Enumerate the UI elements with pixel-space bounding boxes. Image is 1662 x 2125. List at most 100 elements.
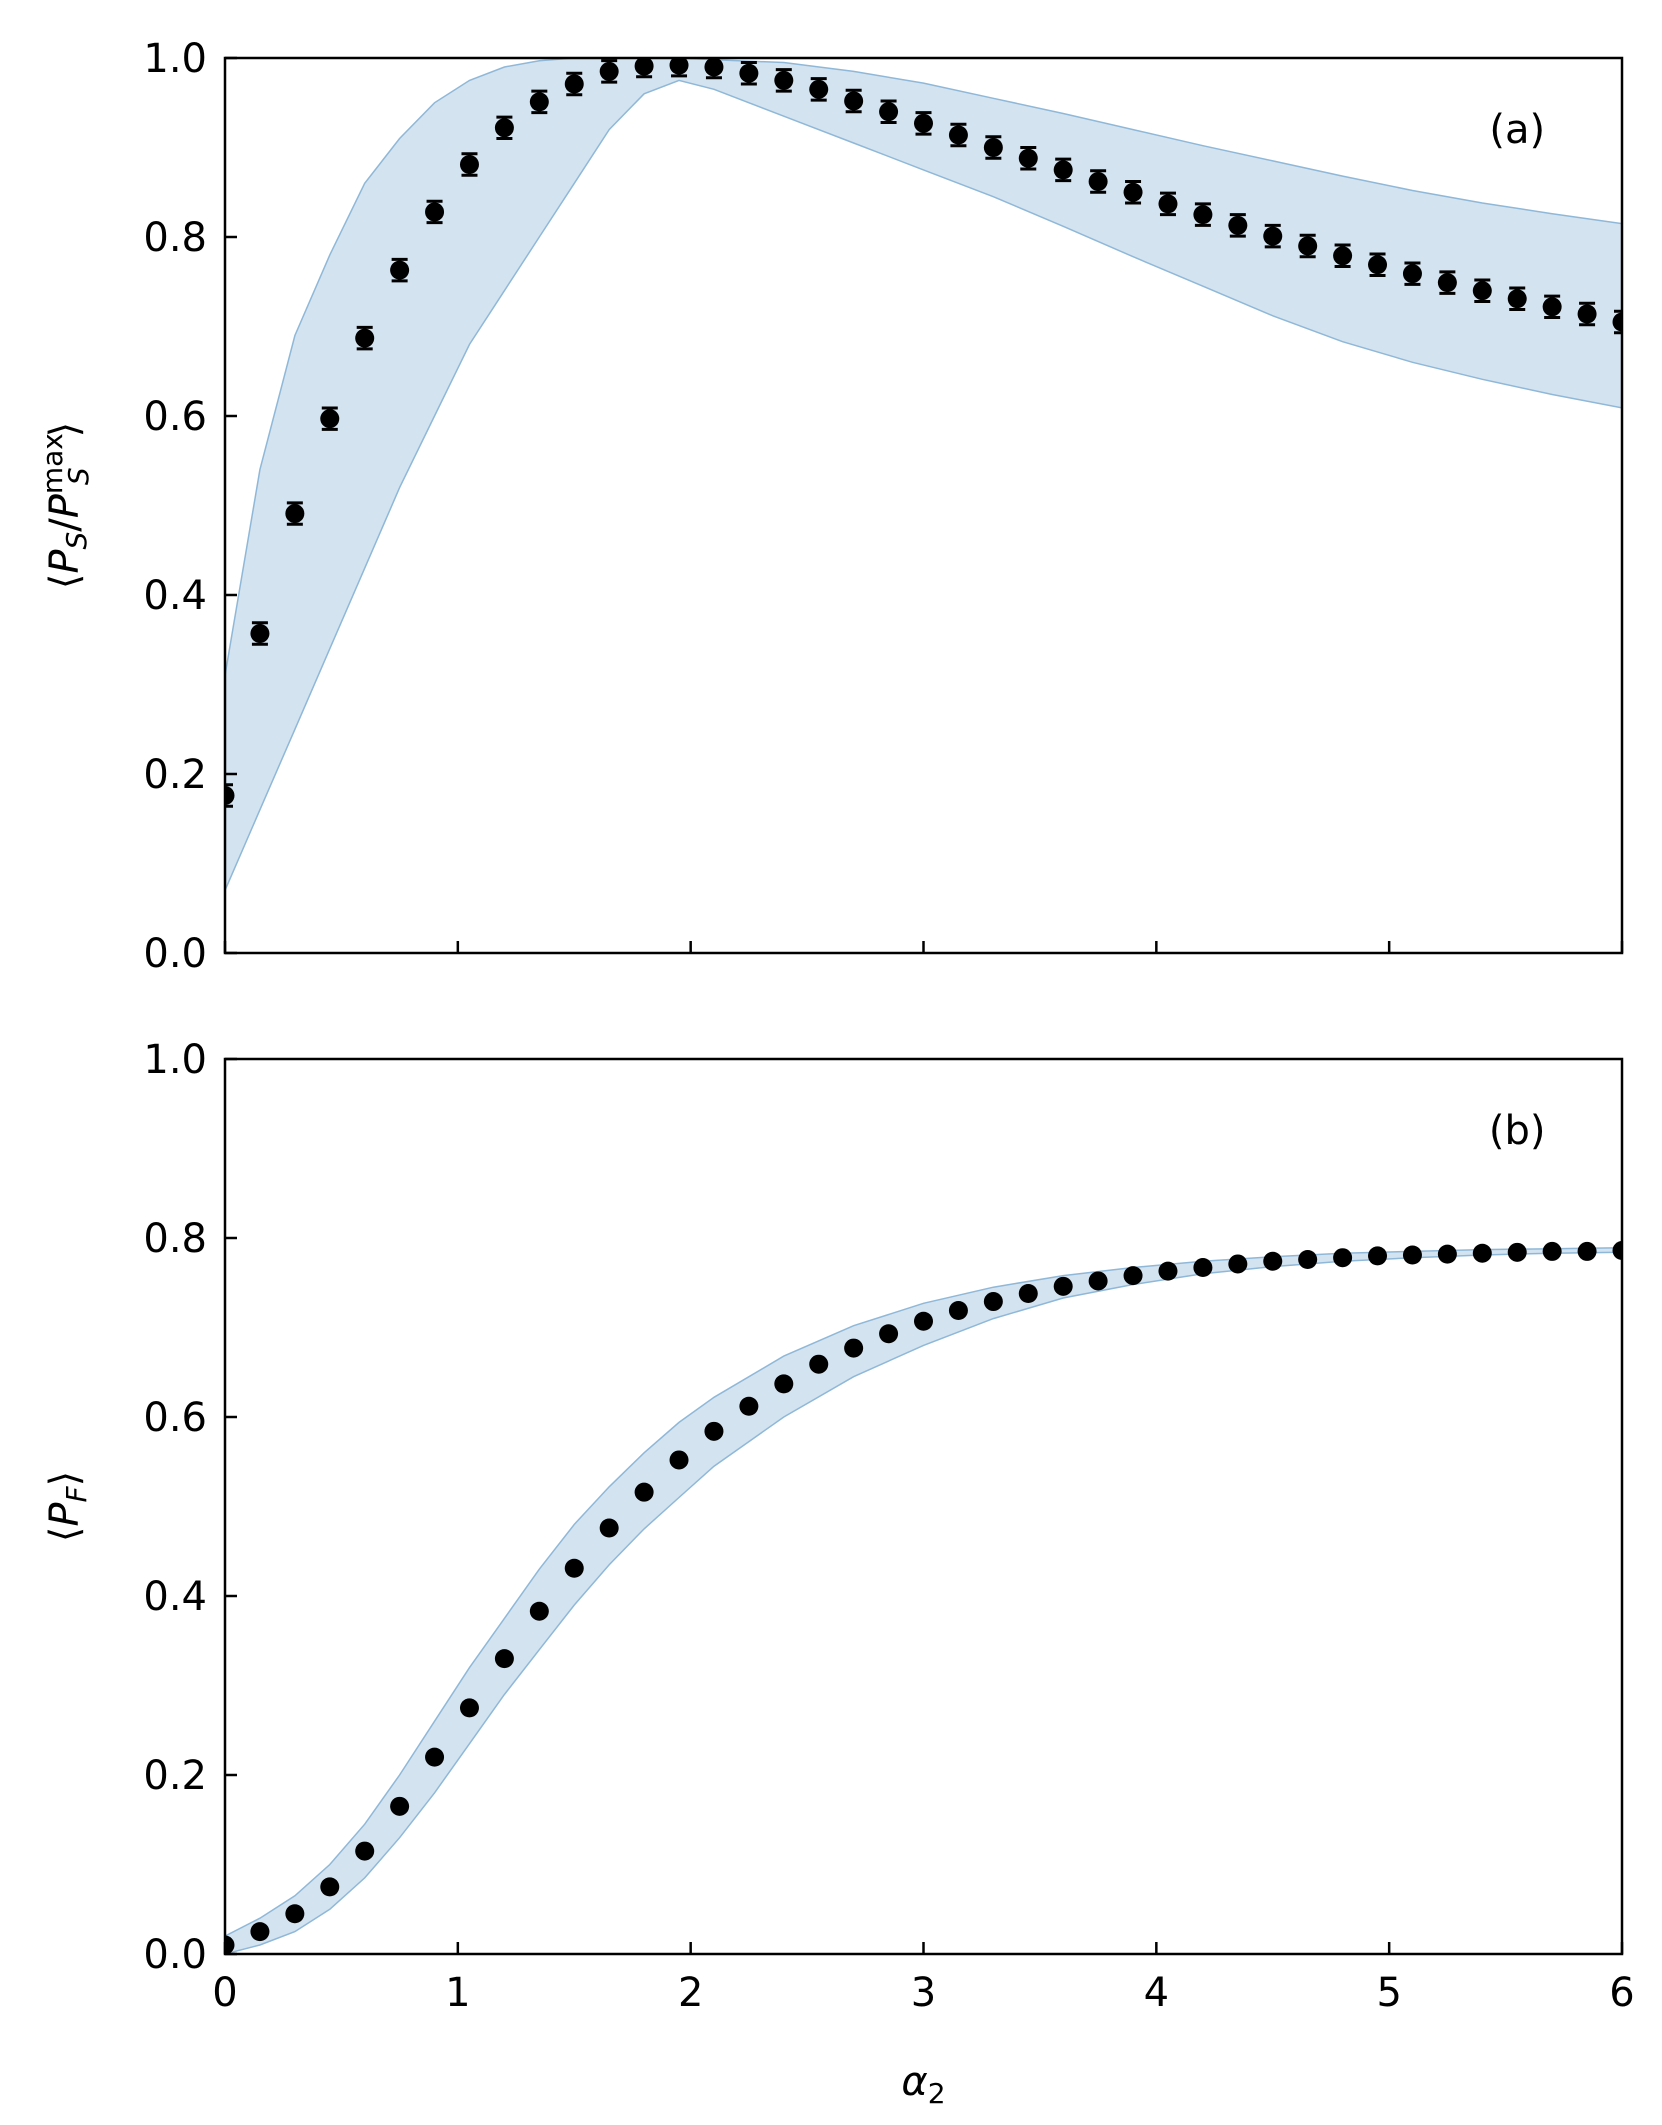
data-point [1368,255,1388,275]
y-tick-label: 0.4 [143,1574,207,1620]
error-bar [1614,309,1622,335]
data-point [1193,1258,1213,1278]
panel-a-ylabel: ⟨PS/PmaxS⟩ [36,422,95,590]
data-point [1577,1241,1597,1261]
data-point [1053,1276,1073,1296]
data-point [599,1518,619,1538]
data-point [320,409,340,429]
x-tick-label: 2 [678,1970,703,2016]
y-tick-label: 0.8 [143,1216,207,1262]
data-point [1088,172,1108,192]
data-point [1123,182,1143,202]
y-tick-label: 0.2 [143,1753,207,1799]
data-point [879,102,899,122]
data-point [250,1922,270,1942]
data-point [1158,1261,1178,1281]
data-point [564,1558,584,1578]
data-point [320,1877,340,1897]
y-tick-label: 0.6 [143,394,207,440]
uncertainty-band [225,1247,1622,1954]
data-point [739,63,759,83]
data-point [983,1292,1003,1312]
data-point [390,1796,410,1816]
data-point [1158,194,1178,214]
data-point [914,1311,933,1331]
y-tick-label: 1.0 [143,36,207,82]
data-point [634,1482,654,1502]
error-bar [225,783,233,808]
x-tick-label: 4 [1144,1970,1169,2016]
data-point [250,623,270,643]
data-point [529,92,549,112]
data-point [1298,1249,1318,1269]
data-point [1263,1251,1283,1271]
data-point [355,1841,375,1861]
data-point [529,1601,549,1621]
x-tick-label: 1 [445,1970,470,2016]
panel-b: 0.0 0.2 0.4 0.6 0.8 1.0 0 1 2 3 4 5 6 (b) ⟨PF⟩ [42,1037,1635,2016]
data-point [599,61,619,81]
data-point [844,91,864,111]
data-point [1507,1242,1527,1262]
y-tick-label: 1.0 [143,1037,207,1083]
panel-a-label: (a) [1489,107,1545,153]
data-point [494,118,514,138]
data-point [564,74,584,94]
data-point [704,1421,724,1441]
y-tick-label: 0.0 [143,1932,207,1978]
data-point [739,1396,759,1416]
data-point [1018,148,1038,168]
data-point [285,1904,305,1924]
data-point [355,328,375,348]
y-tick-label: 0.4 [143,573,207,619]
x-tick-label: 5 [1376,1970,1401,2016]
data-point [774,1374,794,1394]
data-point [225,1935,235,1954]
data-point [459,1698,479,1718]
data-point [669,58,689,75]
data-point [669,1450,689,1470]
panel-b-ylabel: ⟨PF⟩ [42,1471,93,1542]
data-point [774,70,794,90]
data-point [1018,1283,1038,1303]
data-point [1333,1248,1353,1268]
y-tick-label: 0.8 [143,215,207,261]
y-tick-label: 0.0 [143,931,207,977]
data-point [1123,1266,1143,1286]
data-point [634,58,654,76]
data-point [879,1324,899,1344]
data-point [948,1300,968,1320]
data-point [425,1747,445,1767]
data-point [704,58,724,77]
data-point [1507,289,1527,309]
data-point [1577,304,1597,324]
panel-a: 0.0 0.2 0.4 0.6 0.8 1.0 (a) ⟨PS/PmaxS⟩ [36,36,1624,977]
y-tick-label: 0.2 [143,752,207,798]
data-point [459,155,479,175]
data-point [1472,1243,1492,1263]
data-point [1542,1241,1562,1261]
data-point [425,202,445,222]
x-tick-label: 6 [1609,1970,1634,2016]
x-tick-label: 0 [212,1970,237,2016]
uncertainty-band [225,58,1622,891]
data-point [1612,1241,1622,1261]
data-point [1088,1271,1108,1291]
data-point [1402,1245,1422,1265]
data-point [1437,273,1457,293]
data-point [983,138,1003,157]
y-tick-label: 0.6 [143,1395,207,1441]
data-point [844,1338,864,1358]
data-point [914,113,933,133]
data-point [809,1354,829,1374]
data-point [1193,205,1213,225]
data-point [1612,312,1622,332]
data-point [1053,160,1073,180]
data-point [494,1649,514,1669]
data-point [948,125,968,145]
data-point [1542,297,1562,317]
data-point [1437,1244,1457,1264]
data-point [1228,1254,1248,1274]
x-tick-label: 3 [911,1970,936,2016]
